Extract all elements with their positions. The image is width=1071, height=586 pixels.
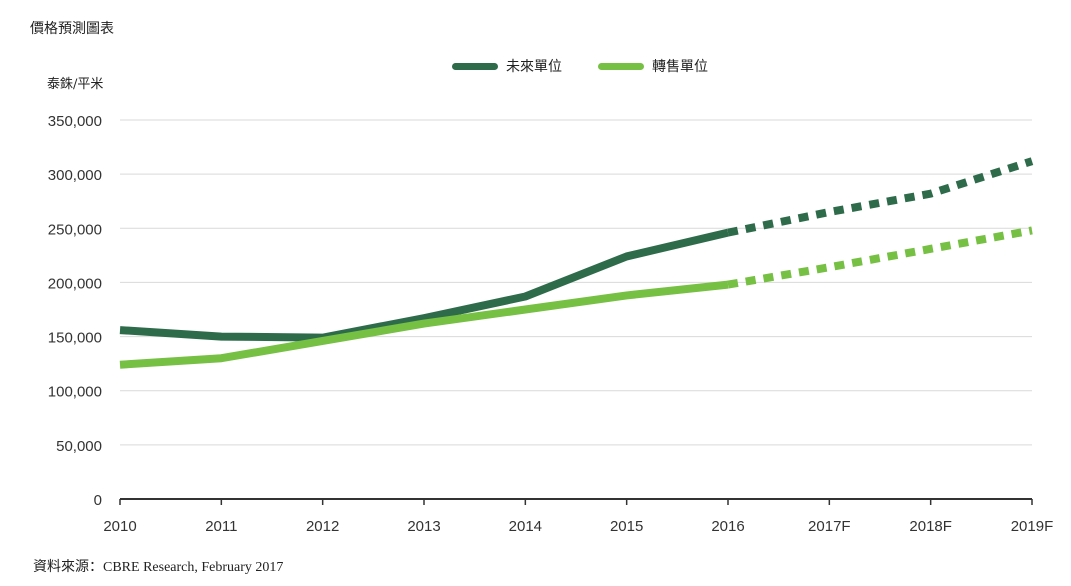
y-tick-label: 200,000 [48, 275, 102, 292]
legend-label-future-units: 未來單位 [506, 59, 562, 75]
legend-label-resale-units: 轉售單位 [652, 59, 708, 75]
y-tick-label: 100,000 [48, 384, 102, 401]
x-tick-label: 2018F [909, 518, 952, 535]
x-tick-label: 2012 [306, 518, 339, 535]
legend-swatch-future-units [452, 62, 498, 70]
x-tick-label: 2017F [808, 518, 851, 535]
x-tick-label: 2016 [711, 518, 744, 535]
source-note: 資料來源：CBRE Research, February 2017 [33, 560, 284, 575]
series-line-forecast-0 [727, 157, 1034, 237]
x-tick-label: 2013 [407, 518, 440, 535]
y-tick-label: 350,000 [48, 113, 102, 130]
y-tick-label: 150,000 [48, 330, 102, 347]
series-line-actual-1 [119, 280, 729, 369]
y-axis-label: 泰銖/平米 [47, 77, 104, 92]
x-tick-label: 2015 [610, 518, 643, 535]
y-tick-label: 0 [94, 492, 102, 509]
series-line-forecast-1 [727, 226, 1033, 289]
legend: 未來單位 轉售單位 [452, 56, 708, 76]
y-tick-label: 250,000 [48, 221, 102, 238]
legend-item-resale-units: 轉售單位 [598, 56, 708, 76]
legend-item-future-units: 未來單位 [452, 56, 562, 76]
x-tick-label: 2019F [1011, 518, 1054, 535]
x-tick-label: 2011 [205, 518, 237, 535]
x-tick-label: 2010 [103, 518, 136, 535]
y-tick-label: 50,000 [56, 438, 102, 455]
x-tick-label: 2014 [509, 518, 542, 535]
legend-swatch-resale-units [598, 62, 644, 70]
y-tick-label: 300,000 [48, 167, 102, 184]
chart-title: 價格預測圖表 [30, 21, 114, 37]
